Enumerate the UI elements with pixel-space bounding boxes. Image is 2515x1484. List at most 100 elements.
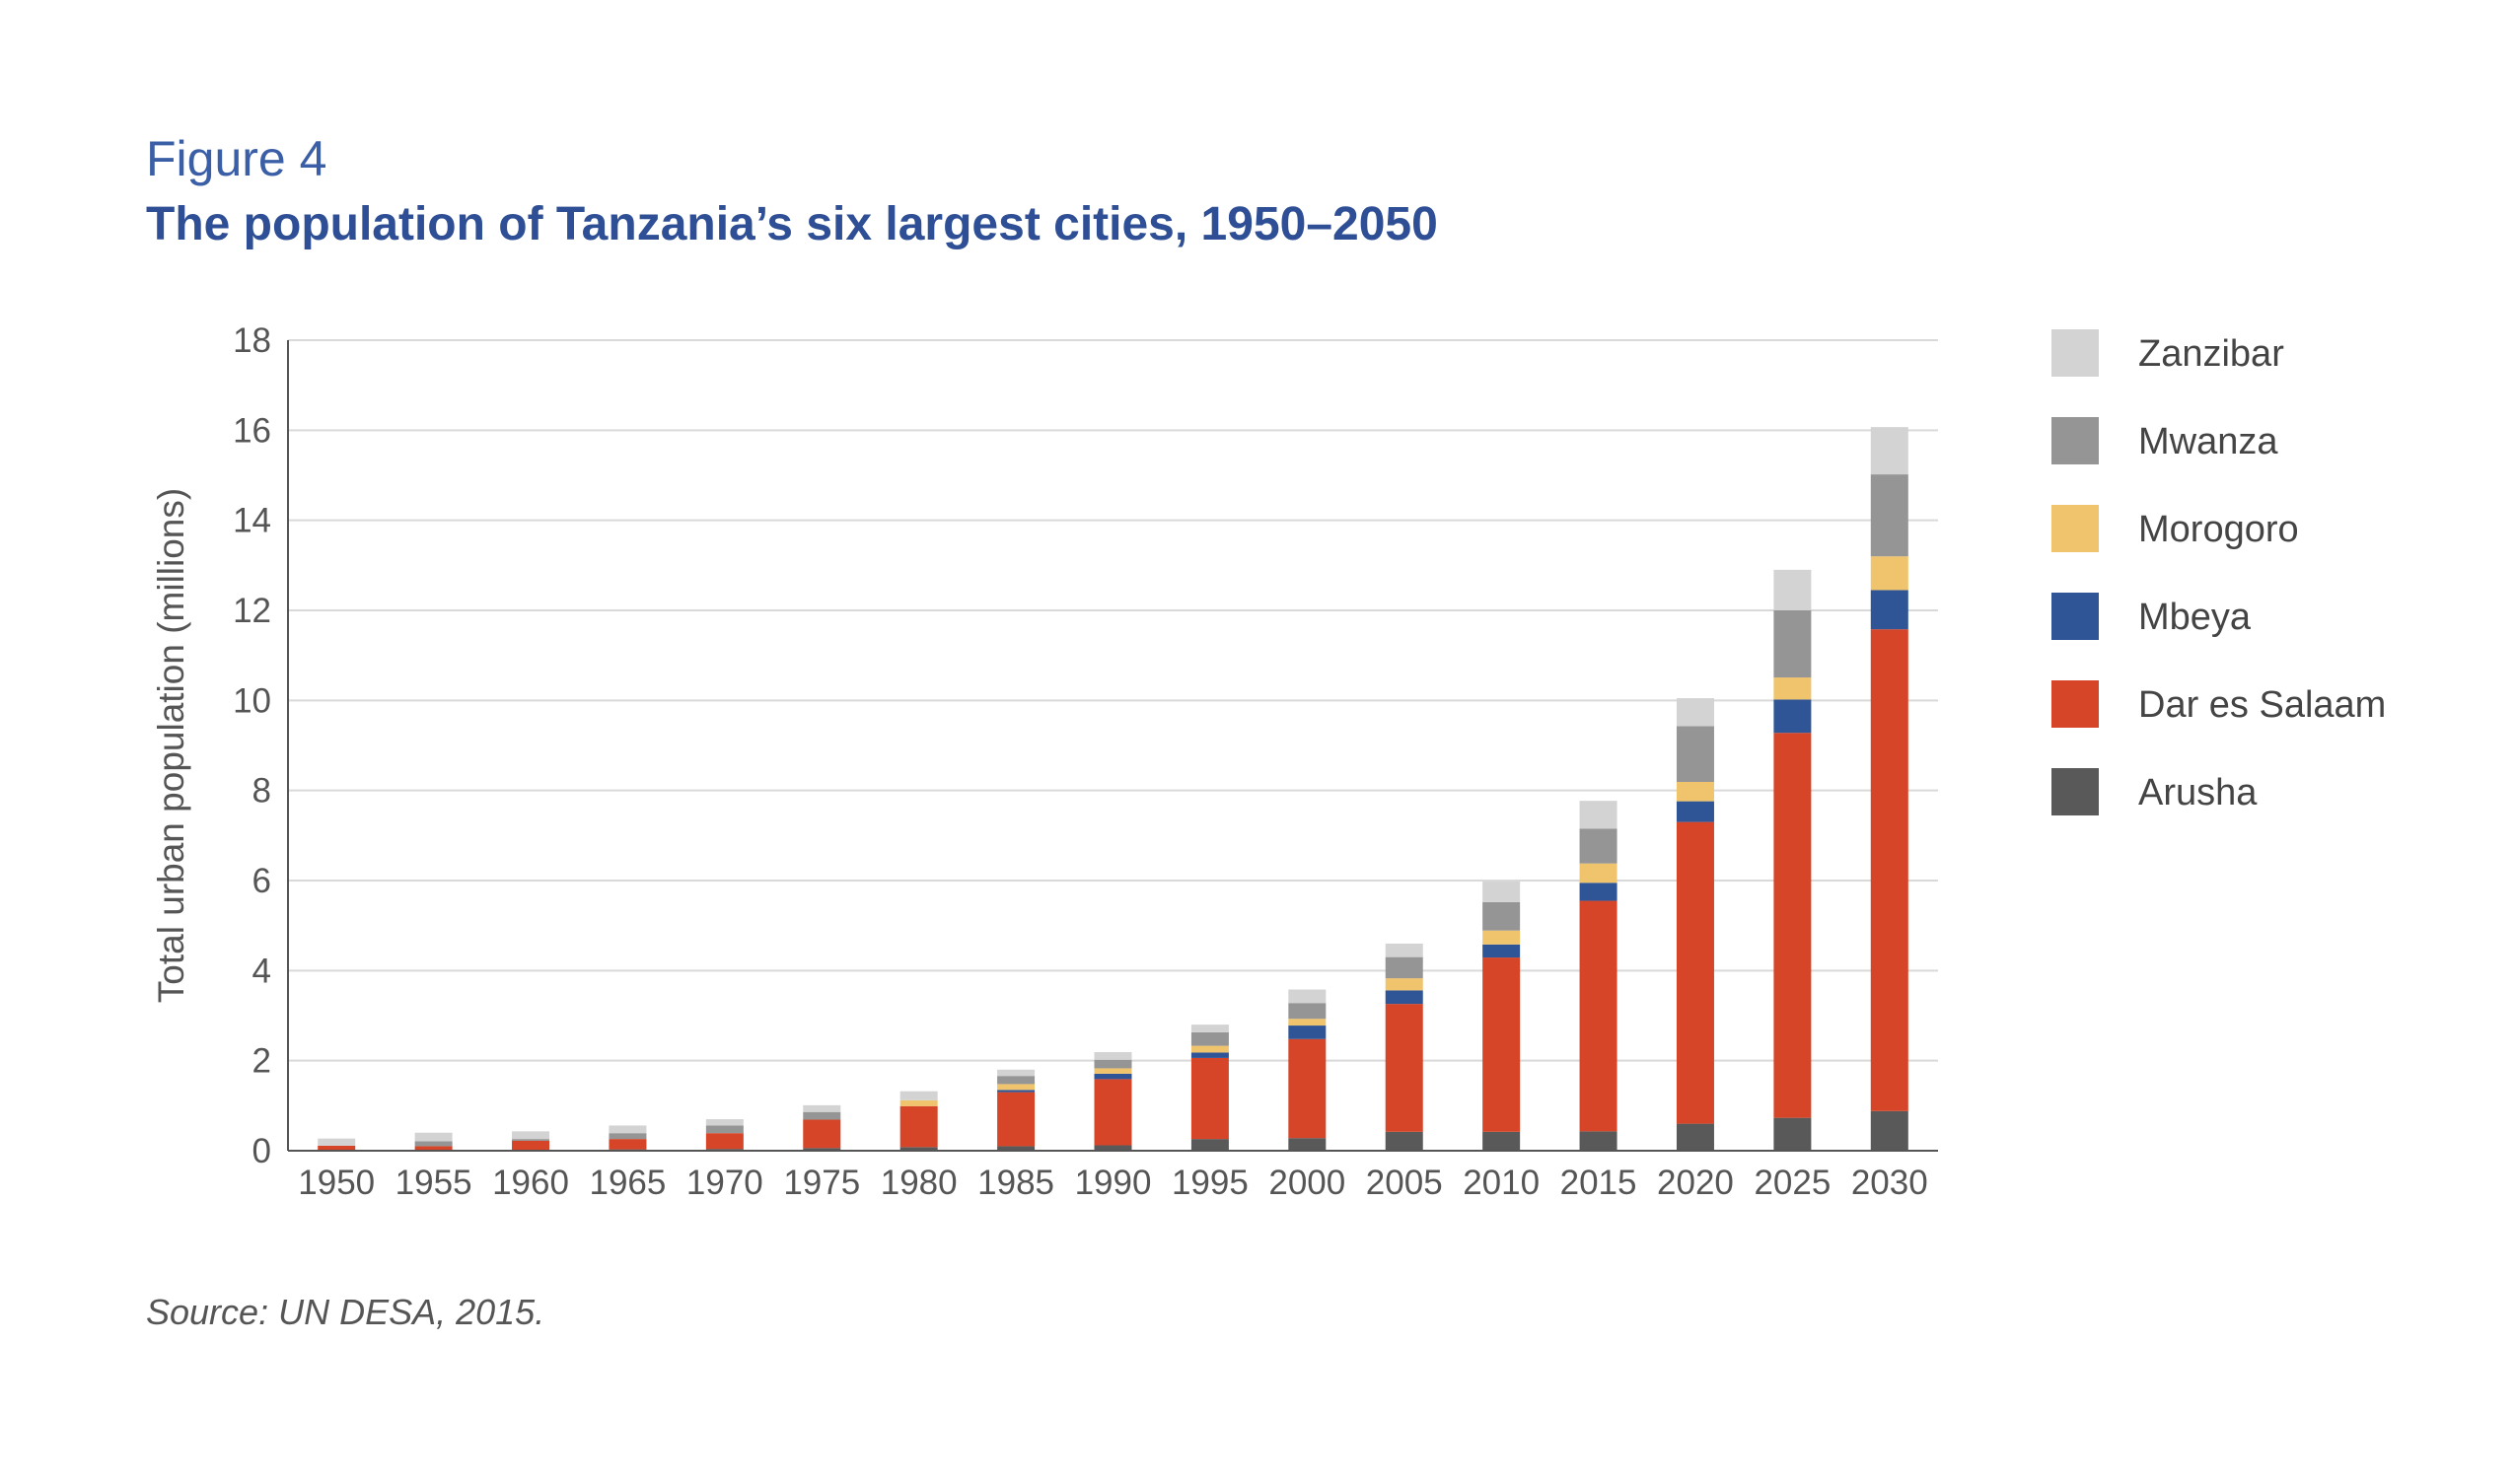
x-tick-label: 2000 xyxy=(1268,1164,1345,1202)
bar-stack-1975 xyxy=(803,1104,841,1151)
bar-segment-dar-es-salaam xyxy=(1870,629,1908,1111)
x-tick-label: 2010 xyxy=(1463,1164,1540,1202)
bar-segment-mwanza xyxy=(1288,1003,1327,1020)
bar-segment-mbeya xyxy=(1676,801,1714,822)
y-tick-label: 18 xyxy=(233,321,271,360)
bar-segment-zanzibar xyxy=(803,1104,841,1112)
bar-segment-mwanza xyxy=(1579,828,1617,864)
x-tick-label: 2005 xyxy=(1366,1164,1443,1202)
x-tick-label: 1965 xyxy=(590,1164,667,1202)
bar-stack-1960 xyxy=(512,1131,550,1151)
bar-segment-mbeya xyxy=(1094,1073,1132,1080)
gridlines xyxy=(288,339,1938,1062)
bar-segment-morogoro xyxy=(1870,556,1908,591)
bar-segment-mwanza xyxy=(414,1141,453,1147)
bar-stack-2020 xyxy=(1676,698,1714,1151)
bar-segment-dar-es-salaam xyxy=(1385,1004,1423,1132)
x-tick-label: 1950 xyxy=(298,1164,375,1202)
bar-segment-dar-es-salaam xyxy=(1482,957,1521,1132)
chart-title: The population of Tanzania’s six largest… xyxy=(146,198,1438,250)
bar-segment-mwanza xyxy=(512,1139,550,1141)
legend-item-dar-es-salaam: Dar es Salaam xyxy=(2051,680,2386,728)
x-tick-label: 2020 xyxy=(1657,1164,1734,1202)
legend-item-morogoro: Morogoro xyxy=(2051,505,2299,552)
bar-segment-morogoro xyxy=(1190,1045,1229,1053)
bar-segment-arusha xyxy=(1482,1131,1521,1151)
x-tick-label: 1995 xyxy=(1172,1164,1249,1202)
legend-swatch xyxy=(2051,417,2099,464)
bar-segment-arusha xyxy=(1773,1117,1812,1151)
x-tick-label: 1980 xyxy=(881,1164,958,1202)
bar-segment-zanzibar xyxy=(997,1069,1036,1077)
source-note: Source: UN DESA, 2015. xyxy=(146,1292,545,1332)
legend-item-zanzibar: Zanzibar xyxy=(2051,329,2284,377)
bar-segment-arusha xyxy=(899,1147,938,1151)
bar-segment-mwanza xyxy=(609,1133,647,1140)
bar-segment-arusha xyxy=(1094,1145,1132,1151)
y-tick-label: 10 xyxy=(233,681,271,720)
bar-segment-zanzibar xyxy=(1190,1025,1229,1032)
bar-segment-dar-es-salaam xyxy=(1773,733,1812,1118)
legend-label: Zanzibar xyxy=(2138,333,2284,375)
x-tick-label: 2025 xyxy=(1754,1164,1831,1202)
bar-segment-zanzibar xyxy=(512,1131,550,1140)
legend-swatch xyxy=(2051,768,2099,815)
bar-segment-mwanza xyxy=(997,1076,1036,1085)
y-tick-label: 0 xyxy=(252,1132,271,1170)
x-tick-label: 1960 xyxy=(492,1164,569,1202)
bar-stack-2025 xyxy=(1773,569,1812,1151)
x-tick-label: 1970 xyxy=(686,1164,763,1202)
legend-item-arusha: Arusha xyxy=(2051,768,2258,815)
y-tick-label: 2 xyxy=(252,1042,271,1081)
y-axis-label: Total urban population (millions) xyxy=(151,488,191,1003)
bar-stack-1955 xyxy=(414,1132,453,1151)
bar-segment-dar-es-salaam xyxy=(997,1092,1036,1147)
legend-swatch xyxy=(2051,329,2099,377)
bar-segment-zanzibar xyxy=(1773,569,1812,610)
bar-segment-arusha xyxy=(997,1146,1036,1151)
bar-segment-mwanza xyxy=(705,1125,744,1134)
bar-segment-zanzibar xyxy=(899,1091,938,1100)
bar-segment-dar-es-salaam xyxy=(1579,900,1617,1132)
bar-segment-mbeya xyxy=(1288,1025,1327,1039)
bar-segment-arusha xyxy=(1288,1138,1327,1151)
bar-segment-arusha xyxy=(1870,1110,1908,1151)
bar-segment-arusha xyxy=(1385,1131,1423,1151)
bar-stack-1985 xyxy=(997,1069,1036,1151)
legend-swatch xyxy=(2051,505,2099,552)
x-tick-label: 1955 xyxy=(395,1164,472,1202)
bar-segment-morogoro xyxy=(1579,863,1617,883)
x-axis-ticks: 1950 1955 1960 1965 1970 1975 1980 1985 1990 1995… xyxy=(298,1164,1927,1202)
bar-segment-zanzibar xyxy=(1482,881,1521,902)
y-tick-label: 8 xyxy=(252,772,271,811)
bar-segment-mwanza xyxy=(803,1111,841,1120)
x-tick-label: 1990 xyxy=(1075,1164,1152,1202)
y-tick-label: 12 xyxy=(233,592,271,630)
bar-stack-1970 xyxy=(705,1119,744,1151)
x-tick-label: 2030 xyxy=(1851,1164,1928,1202)
bar-segment-mwanza xyxy=(1190,1031,1229,1046)
legend-swatch xyxy=(2051,680,2099,728)
bar-segment-morogoro xyxy=(1094,1068,1132,1074)
x-tick-label: 1985 xyxy=(977,1164,1054,1202)
bar-segment-dar-es-salaam xyxy=(512,1140,550,1151)
bar-segment-mbeya xyxy=(997,1090,1036,1093)
legend-label: Mwanza xyxy=(2138,421,2278,462)
bar-segment-dar-es-salaam xyxy=(1190,1057,1229,1140)
bar-segment-arusha xyxy=(1190,1139,1229,1151)
bar-stack-2030 xyxy=(1870,427,1908,1151)
bar-stack-1950 xyxy=(318,1138,356,1151)
bar-segment-dar-es-salaam xyxy=(1288,1038,1327,1139)
bar-stack-2005 xyxy=(1385,943,1423,1151)
bar-segment-mbeya xyxy=(1385,990,1423,1005)
y-tick-label: 14 xyxy=(233,502,271,540)
bar-stack-2015 xyxy=(1579,801,1617,1151)
legend-label: Arusha xyxy=(2138,772,2258,813)
bar-segment-dar-es-salaam xyxy=(899,1105,938,1148)
bar-segment-zanzibar xyxy=(414,1132,453,1142)
bar-segment-dar-es-salaam xyxy=(803,1119,841,1149)
y-tick-label: 16 xyxy=(233,411,271,450)
bar-segment-mwanza xyxy=(1482,901,1521,931)
bar-stack-1995 xyxy=(1190,1025,1229,1151)
